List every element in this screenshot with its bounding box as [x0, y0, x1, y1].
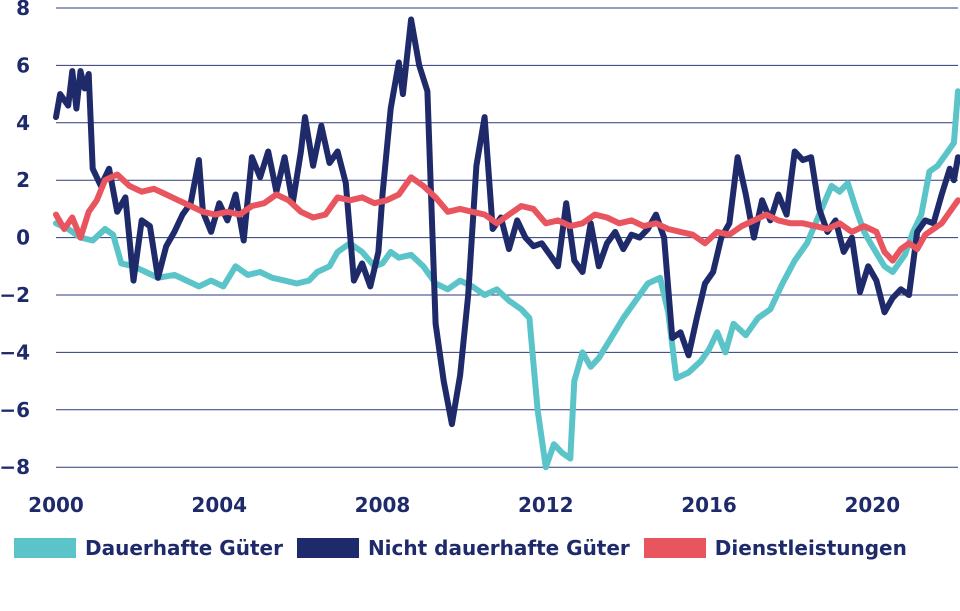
legend-label-services: Dienstleistungen	[714, 536, 907, 560]
y-tick-label: −4	[0, 340, 30, 364]
legend-swatch-nondurable	[296, 538, 359, 558]
series-lines	[53, 16, 960, 471]
x-tick-label: 2004	[191, 493, 247, 517]
series-line-services	[53, 171, 960, 264]
legend-item-nondurable: Nicht dauerhafte Güter	[296, 536, 630, 560]
legend-swatch-services	[643, 538, 706, 558]
x-tick-label: 2020	[844, 493, 900, 517]
y-axis-ticks: 8 6 4 2 0 −2 −4 −6 −8	[0, 0, 30, 479]
x-axis-ticks: 2000 2004 2008 2012 2016 2020	[28, 493, 900, 517]
legend-label-durable: Dauerhafte Güter	[85, 536, 283, 560]
legend-swatch-durable	[14, 538, 76, 558]
y-tick-label: −8	[0, 455, 30, 479]
series-line-durable	[53, 88, 960, 471]
x-tick-label: 2008	[355, 493, 411, 517]
x-tick-label: 2016	[681, 493, 737, 517]
y-tick-label: 2	[16, 168, 30, 192]
legend-label-nondurable: Nicht dauerhafte Güter	[367, 536, 630, 560]
x-tick-label: 2012	[518, 493, 574, 517]
legend: Dauerhafte Güter Nicht dauerhafte Güter …	[14, 536, 921, 560]
legend-item-durable: Dauerhafte Güter	[14, 536, 283, 560]
legend-item-services: Dienstleistungen	[643, 536, 907, 560]
y-tick-label: 0	[16, 226, 30, 250]
y-tick-label: −2	[0, 283, 30, 307]
y-tick-label: 4	[16, 111, 30, 135]
y-tick-label: 6	[16, 53, 30, 77]
y-tick-label: −6	[0, 398, 30, 422]
y-tick-label: 8	[16, 0, 30, 20]
x-tick-label: 2000	[28, 493, 84, 517]
series-line-nondurable	[53, 16, 960, 428]
